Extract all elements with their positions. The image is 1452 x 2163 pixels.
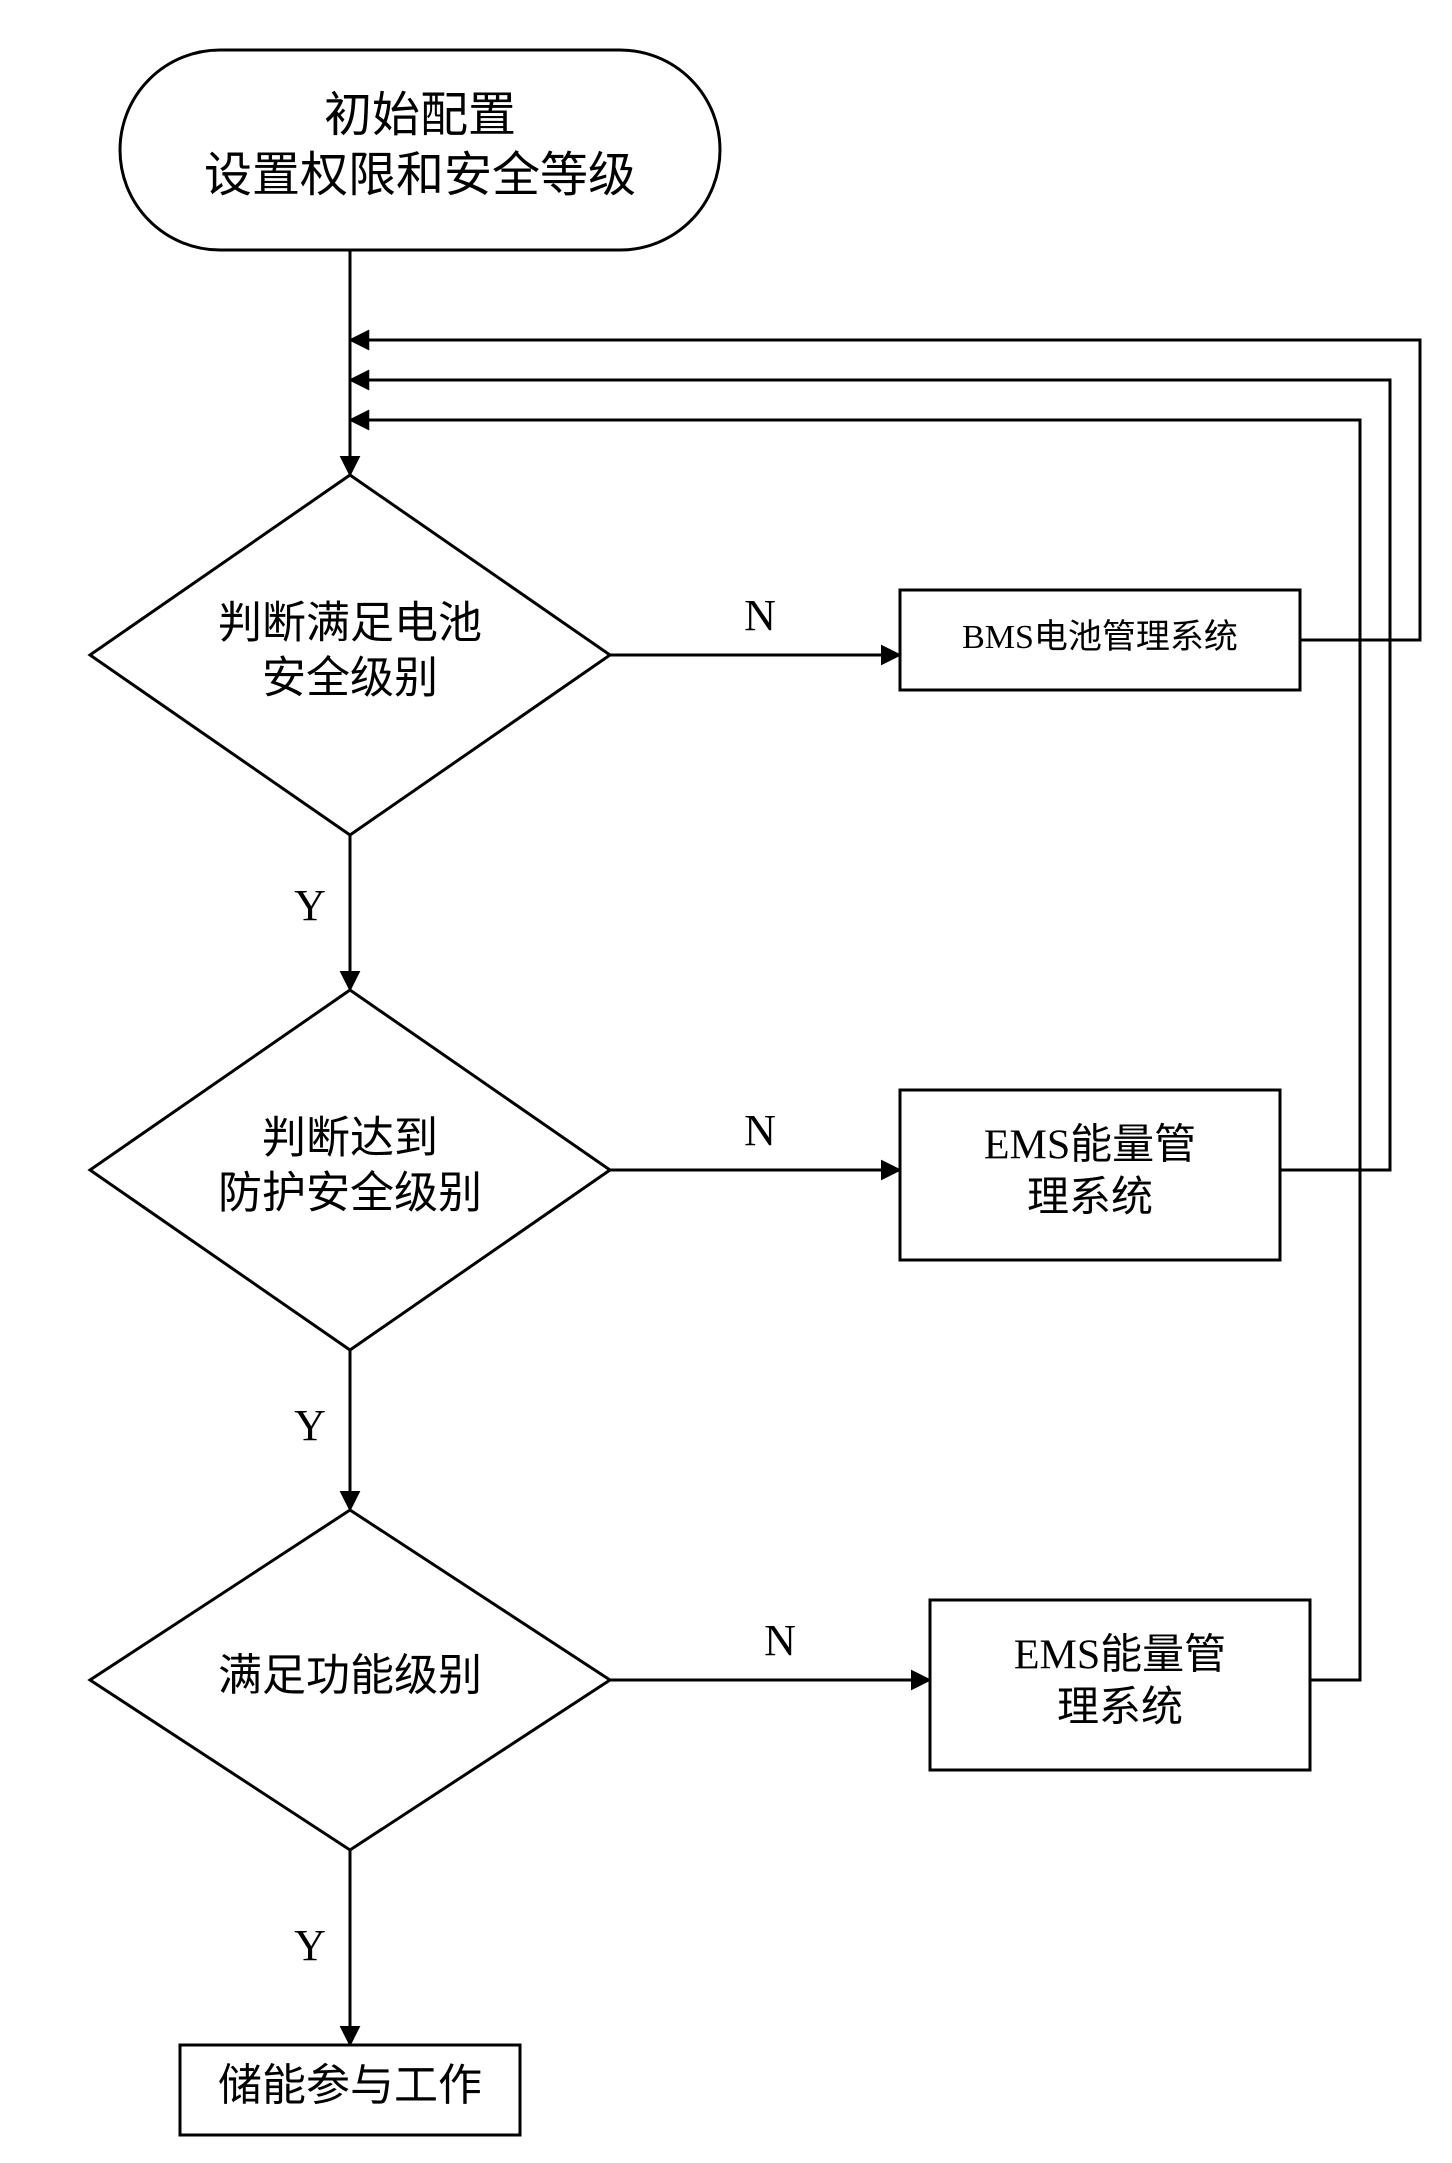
edge-label-e1: Y — [294, 881, 326, 930]
node-end: 储能参与工作 — [180, 2045, 520, 2135]
node-start-line1: 设置权限和安全等级 — [204, 149, 636, 202]
node-d2-line1: 防护安全级别 — [218, 1169, 482, 1218]
node-b1-line0: BMS电池管理系统 — [962, 618, 1238, 656]
node-b3-line1: 理系统 — [1057, 1685, 1183, 1731]
edge-label-e5: Y — [294, 1921, 326, 1970]
nodes-layer: 初始配置设置权限和安全等级判断满足电池安全级别 BMS电池管理系统判断达到防护安全… — [90, 50, 1310, 2135]
node-d3: 满足功能级别 — [90, 1510, 610, 1850]
node-d1-line1: 安全级别 — [262, 654, 438, 703]
edge-label-e2: N — [744, 591, 776, 640]
node-b2-line0: EMS能量管 — [984, 1122, 1196, 1168]
node-d1: 判断满足电池安全级别 — [90, 475, 610, 835]
node-b2-line1: 理系统 — [1027, 1175, 1153, 1221]
edge-fb2 — [350, 380, 1390, 1170]
node-b3-line0: EMS能量管 — [1014, 1632, 1226, 1678]
edge-label-e4: N — [744, 1106, 776, 1155]
node-b1: BMS电池管理系统 — [900, 590, 1300, 690]
node-d3-line0: 满足功能级别 — [218, 1651, 482, 1700]
node-d1-line0: 判断满足电池 — [218, 599, 482, 648]
edge-label-e3: Y — [294, 1401, 326, 1450]
node-d2: 判断达到防护安全级别 — [90, 990, 610, 1350]
node-d2-line0: 判断达到 — [262, 1114, 438, 1163]
node-start-line0: 初始配置 — [324, 89, 516, 142]
edge-label-e6: N — [764, 1616, 796, 1665]
node-b2: EMS能量管理系统 — [900, 1090, 1280, 1260]
node-start: 初始配置设置权限和安全等级 — [120, 50, 720, 250]
node-b3: EMS能量管理系统 — [930, 1600, 1310, 1770]
node-end-line0: 储能参与工作 — [218, 2061, 482, 2110]
